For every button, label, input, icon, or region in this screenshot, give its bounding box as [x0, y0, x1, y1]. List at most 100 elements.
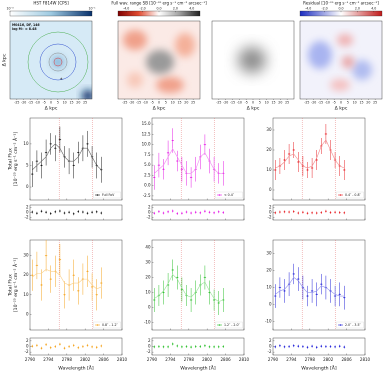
data-point — [283, 290, 286, 292]
residual-point — [95, 346, 98, 349]
data-point — [316, 293, 318, 296]
x-tick-label: 25 — [285, 101, 289, 105]
data-point — [36, 160, 38, 162]
residual-point — [167, 210, 169, 213]
y-tick-label: 2 — [26, 338, 29, 343]
data-point — [288, 153, 290, 155]
x-axis-label: Δ kpc — [247, 106, 260, 112]
residual-point — [199, 211, 202, 214]
data-point — [63, 294, 66, 296]
data-point — [162, 168, 165, 170]
colorbar-tick-label: 0.0 — [338, 7, 343, 11]
y-tick-label: 0 — [269, 210, 272, 215]
y-tick-label: 20 — [23, 272, 29, 277]
legend-label: 2.0″ - 3.5″ — [345, 323, 362, 327]
residual-point — [302, 211, 304, 214]
residual-point — [325, 210, 327, 213]
legend-box — [215, 191, 243, 199]
x-tick-label: 20 — [76, 101, 80, 105]
y-tick-label: -2 — [25, 215, 29, 220]
data-point — [45, 254, 47, 257]
residual-point — [82, 345, 84, 348]
data-point — [31, 274, 33, 276]
residual-point — [288, 211, 290, 213]
residual-point — [40, 210, 43, 213]
legend-marker — [96, 324, 99, 326]
residual-point — [306, 212, 309, 215]
x-tick-label: 2798 — [184, 357, 195, 362]
legend-marker — [96, 194, 99, 196]
x-tick-label: 25 — [373, 101, 377, 105]
x-tick-label: 10 — [353, 101, 357, 105]
residual-point — [338, 345, 341, 348]
data-point — [181, 288, 183, 291]
residual-point — [334, 211, 336, 214]
y-tick-label: 2 — [269, 205, 272, 210]
data-point — [158, 164, 160, 166]
y-axis-label: [10⁻²⁰ erg s⁻¹ cm⁻² Å⁻¹] — [12, 258, 19, 312]
axes-frame — [29, 239, 123, 331]
x-tick-label: 0 — [340, 101, 342, 105]
x-tick-label: -5 — [151, 101, 154, 105]
residual-point — [292, 344, 295, 347]
y-tick-label: 2 — [148, 205, 151, 210]
x-tick-label: 15 — [69, 101, 73, 105]
residual-point — [100, 212, 103, 214]
residual-point — [217, 345, 220, 348]
residual-point — [204, 344, 206, 347]
data-point — [73, 274, 75, 276]
residual-point — [315, 346, 318, 349]
axes-frame — [272, 239, 366, 331]
model-line — [32, 269, 102, 290]
y-tick-label: -10 — [265, 319, 272, 324]
residual-point — [222, 345, 225, 348]
y-tick-label: 0 — [26, 210, 29, 215]
x-tick-label: -10 — [143, 101, 148, 105]
x-tick-label: -25 — [14, 101, 19, 105]
residual-point — [311, 211, 313, 214]
data-point — [334, 295, 336, 297]
axes-frame — [151, 117, 245, 201]
residual-point — [82, 211, 84, 213]
x-tick-label: -15 — [136, 101, 141, 105]
data-point — [176, 276, 178, 279]
residual-point — [320, 345, 323, 348]
x-tick-label: 2794 — [286, 357, 297, 362]
colorbar-tick-label: 10⁻³ — [6, 7, 14, 11]
data-point — [167, 284, 169, 286]
x-axis-label: Wavelength [Å] — [180, 365, 216, 372]
x-tick-label: -10 — [325, 101, 330, 105]
x-tick-label: 5 — [347, 101, 349, 105]
data-point — [86, 143, 89, 145]
residual-point — [279, 344, 281, 347]
x-tick-label: -15 — [28, 101, 33, 105]
colorbar-tick-label: 2.0 — [355, 7, 360, 11]
residual-point — [54, 210, 57, 213]
residual-point — [302, 345, 304, 348]
residual-point — [86, 344, 89, 347]
residual-point — [63, 347, 66, 350]
y-axis-label: Total Flux — [8, 274, 14, 297]
data-point — [153, 299, 155, 301]
data-point — [172, 269, 174, 271]
y-tick-label: -2 — [25, 349, 29, 354]
colorbar-tick-label: -4.0 — [305, 7, 311, 11]
legend-label: 1.2″ - 2.0″ — [224, 323, 241, 327]
y-tick-label: 30 — [145, 260, 151, 265]
data-point — [274, 295, 276, 297]
data-point — [311, 290, 313, 292]
y-tick-label: 0 — [269, 302, 272, 307]
data-point — [40, 164, 43, 167]
y-tick-label: 0.0 — [144, 183, 151, 188]
legend-box — [336, 191, 364, 199]
y-tick-label: 0 — [269, 344, 272, 349]
y-tick-label: 0 — [148, 344, 151, 349]
residual-point — [329, 345, 332, 348]
x-tick-label: 2798 — [305, 357, 316, 362]
residual-point — [100, 345, 103, 347]
y-tick-label: 20 — [145, 275, 151, 280]
axes-frame — [29, 204, 123, 221]
model-line — [275, 139, 345, 169]
residual-point — [185, 211, 188, 213]
